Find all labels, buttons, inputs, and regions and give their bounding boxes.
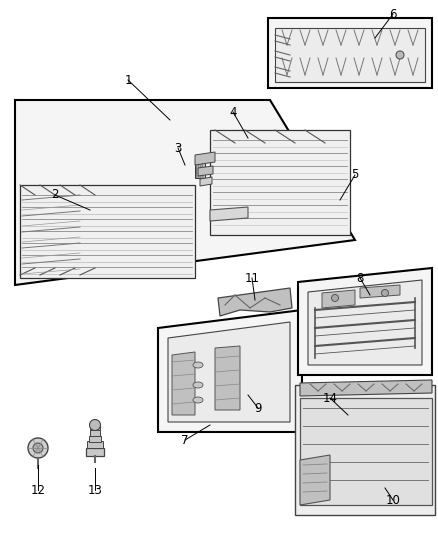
Polygon shape (87, 441, 103, 448)
Ellipse shape (193, 397, 203, 403)
Polygon shape (268, 18, 432, 88)
Polygon shape (86, 448, 104, 456)
Text: 10: 10 (385, 494, 400, 506)
Text: 8: 8 (356, 271, 364, 285)
Polygon shape (200, 177, 212, 186)
Text: 6: 6 (389, 7, 397, 20)
Polygon shape (20, 185, 195, 278)
Circle shape (89, 419, 100, 431)
Circle shape (332, 295, 339, 302)
Polygon shape (218, 288, 292, 316)
Polygon shape (308, 280, 422, 365)
Text: 2: 2 (51, 189, 59, 201)
Text: 3: 3 (174, 141, 182, 155)
Text: 5: 5 (351, 168, 359, 182)
Polygon shape (215, 346, 240, 410)
Polygon shape (295, 385, 435, 515)
Text: 9: 9 (254, 401, 262, 415)
Text: 4: 4 (229, 106, 237, 118)
Polygon shape (298, 268, 432, 375)
Polygon shape (195, 152, 215, 165)
Circle shape (33, 443, 43, 453)
Circle shape (381, 289, 389, 296)
Text: 1: 1 (124, 74, 132, 86)
Ellipse shape (193, 362, 203, 368)
Polygon shape (195, 163, 205, 178)
Polygon shape (168, 322, 290, 422)
Circle shape (396, 51, 404, 59)
Ellipse shape (193, 382, 203, 388)
Polygon shape (90, 425, 100, 430)
Text: 7: 7 (181, 433, 189, 447)
Polygon shape (300, 398, 432, 505)
Text: 14: 14 (322, 392, 338, 405)
Polygon shape (300, 455, 330, 505)
Polygon shape (360, 285, 400, 298)
Polygon shape (198, 166, 213, 176)
Polygon shape (158, 310, 302, 432)
Polygon shape (15, 100, 355, 285)
Polygon shape (210, 207, 248, 221)
Polygon shape (172, 352, 195, 415)
Polygon shape (300, 380, 432, 396)
Polygon shape (322, 290, 355, 308)
Polygon shape (210, 130, 350, 235)
Polygon shape (90, 430, 100, 436)
Text: 13: 13 (88, 483, 102, 497)
Polygon shape (275, 28, 425, 82)
Polygon shape (89, 436, 101, 442)
Text: 12: 12 (31, 483, 46, 497)
Circle shape (28, 438, 48, 458)
Text: 11: 11 (244, 271, 259, 285)
